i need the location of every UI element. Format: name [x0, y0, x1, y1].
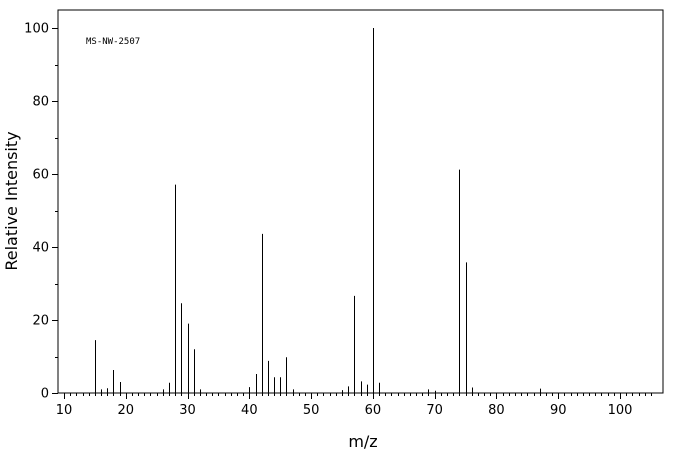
x-tick-label: 30 — [179, 403, 196, 418]
x-tick-label: 70 — [426, 403, 443, 418]
plot-border — [57, 9, 664, 394]
y-tick-label: 60 — [32, 168, 49, 183]
y-axis-label: Relative Intensity — [2, 131, 21, 270]
x-tick-label: 100 — [608, 403, 633, 418]
x-tick-label: 40 — [241, 403, 258, 418]
x-tick-label: 20 — [118, 403, 135, 418]
y-axis: 0 20 40 60 80 100 — [24, 22, 58, 402]
plot-frame — [57, 9, 664, 394]
spectrum-code-label: MS-NW-2507 — [86, 37, 140, 47]
y-tick-label: 80 — [32, 95, 49, 110]
y-tick-label: 100 — [24, 22, 49, 37]
x-tick-label: 80 — [488, 403, 505, 418]
x-tick-label: 50 — [303, 403, 320, 418]
x-axis-label: m/z — [348, 432, 377, 451]
y-tick-label: 20 — [32, 314, 49, 329]
x-tick-label: 60 — [365, 403, 382, 418]
y-tick-label: 0 — [41, 387, 49, 402]
x-tick-label: 90 — [550, 403, 567, 418]
peaks — [95, 28, 541, 393]
x-tick-label: 10 — [56, 403, 73, 418]
y-tick-label: 40 — [32, 241, 49, 256]
x-axis: 10 20 30 40 50 60 70 80 90 100 — [56, 393, 652, 418]
